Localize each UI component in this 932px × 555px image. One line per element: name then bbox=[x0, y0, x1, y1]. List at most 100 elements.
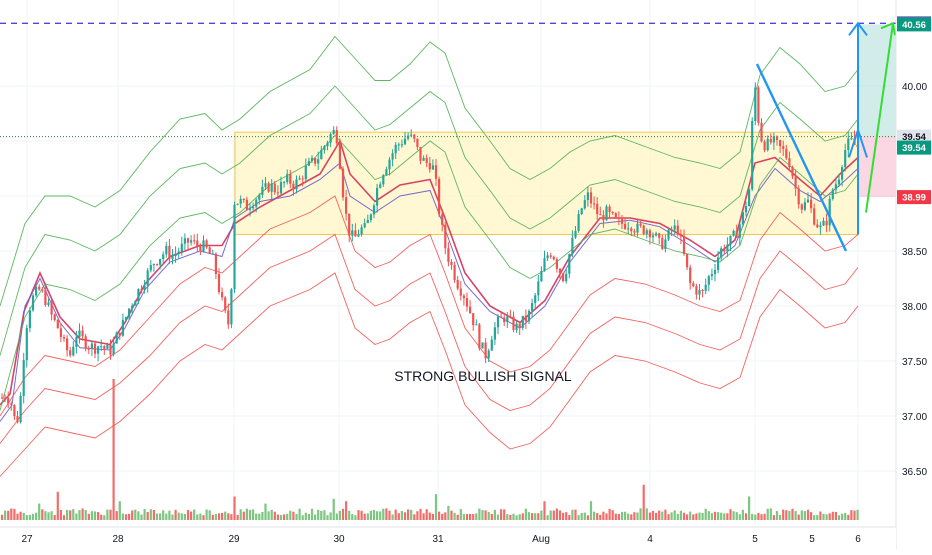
candle-body bbox=[484, 342, 487, 359]
risk-reward-zone bbox=[858, 24, 896, 198]
green-arrow-shaft bbox=[865, 23, 894, 213]
volume-bar bbox=[775, 511, 779, 520]
volume-bar bbox=[481, 510, 484, 520]
volume-bar bbox=[379, 511, 382, 520]
candle-body bbox=[496, 316, 500, 328]
volume-bar bbox=[354, 515, 357, 520]
candle-body bbox=[304, 165, 307, 180]
candles bbox=[0, 82, 859, 424]
volume-bar bbox=[580, 512, 583, 520]
volume-bar bbox=[682, 512, 686, 520]
volume-bar bbox=[735, 512, 738, 520]
candle-body bbox=[459, 288, 462, 296]
volume-bar bbox=[651, 510, 655, 520]
volume-bar bbox=[692, 514, 695, 520]
volume-bar bbox=[624, 511, 627, 520]
volume-bar bbox=[707, 511, 710, 520]
volume-bar bbox=[62, 515, 66, 520]
volume-bar bbox=[720, 512, 723, 520]
volume-bar bbox=[66, 509, 69, 520]
volume-bar bbox=[853, 510, 856, 520]
candle-body bbox=[372, 205, 376, 215]
candle-body bbox=[769, 138, 772, 143]
candle-body bbox=[379, 184, 382, 188]
volume-bar bbox=[596, 513, 599, 520]
volume-bar bbox=[434, 494, 438, 520]
volume-bar bbox=[717, 512, 720, 520]
candle-body bbox=[465, 298, 469, 307]
volume-bar bbox=[13, 508, 16, 520]
candle-body bbox=[658, 233, 661, 238]
candle-body bbox=[803, 202, 806, 210]
volume-bar bbox=[90, 511, 93, 520]
blue-arrow-head bbox=[848, 21, 868, 36]
candle-body bbox=[444, 224, 447, 249]
volume-bar bbox=[831, 511, 834, 520]
candle-body bbox=[252, 206, 255, 209]
volume-bar bbox=[230, 514, 233, 520]
volume-bar bbox=[599, 514, 602, 520]
candle-body bbox=[239, 198, 242, 204]
candle-body bbox=[115, 332, 118, 344]
candle-body bbox=[441, 214, 444, 225]
volume-bar bbox=[518, 514, 521, 520]
volume-bar bbox=[183, 513, 186, 520]
y-tick-label: 40.00 bbox=[902, 82, 927, 93]
volume-bar bbox=[493, 509, 496, 520]
candle-body bbox=[841, 167, 844, 180]
volume-bar bbox=[264, 503, 267, 520]
volume-bar bbox=[431, 513, 434, 520]
candle-body bbox=[66, 338, 69, 351]
candle-body bbox=[772, 136, 775, 143]
candle-body bbox=[341, 168, 345, 198]
candle-body bbox=[791, 167, 794, 177]
candle-body bbox=[624, 223, 627, 229]
candle-body bbox=[692, 283, 695, 287]
volume-bar bbox=[103, 515, 106, 520]
candle-body bbox=[751, 120, 754, 190]
volume-bar bbox=[165, 513, 168, 520]
volume-bar bbox=[500, 509, 503, 520]
price-tag-label: 39.54 bbox=[902, 143, 926, 154]
volume-bar bbox=[248, 509, 252, 520]
candle-body bbox=[366, 220, 369, 224]
y-axis-bg bbox=[896, 0, 932, 550]
candle-body bbox=[159, 258, 162, 265]
volume-bar bbox=[586, 515, 589, 520]
volume-bar bbox=[810, 512, 813, 520]
candle-body bbox=[338, 143, 341, 169]
candle-body bbox=[273, 183, 276, 193]
candle-body bbox=[493, 327, 496, 340]
volume-bar bbox=[760, 514, 763, 520]
candle-body bbox=[620, 218, 624, 224]
price-tag-bg bbox=[897, 140, 931, 155]
volume-bar bbox=[459, 509, 462, 520]
candle-body bbox=[84, 336, 87, 349]
candle-body bbox=[261, 186, 264, 195]
price-tag-label: 38.99 bbox=[902, 193, 926, 204]
volume-bar bbox=[4, 510, 7, 520]
volume-bar bbox=[574, 509, 577, 520]
volume-bar bbox=[472, 514, 475, 520]
candle-body bbox=[292, 183, 295, 190]
volume-bar bbox=[664, 509, 667, 520]
volume-bar bbox=[512, 513, 515, 520]
volume-bar bbox=[537, 513, 540, 520]
candle-body bbox=[735, 230, 738, 238]
volume-bar bbox=[679, 510, 682, 520]
candle-body bbox=[13, 404, 16, 417]
volume-bar bbox=[93, 511, 97, 520]
candle-body bbox=[97, 346, 100, 354]
volume-bar bbox=[453, 512, 456, 520]
volume-bar bbox=[152, 509, 155, 520]
volume-bar bbox=[245, 508, 248, 520]
volume-bar bbox=[496, 514, 500, 520]
candle-body bbox=[596, 203, 599, 215]
volume-bar bbox=[791, 508, 794, 520]
candle-body bbox=[149, 265, 152, 271]
volume-bar bbox=[155, 513, 159, 520]
volume-bar bbox=[146, 512, 149, 520]
candle-body bbox=[4, 397, 7, 399]
candle-body bbox=[537, 281, 540, 296]
price-tag-bg bbox=[897, 190, 931, 205]
